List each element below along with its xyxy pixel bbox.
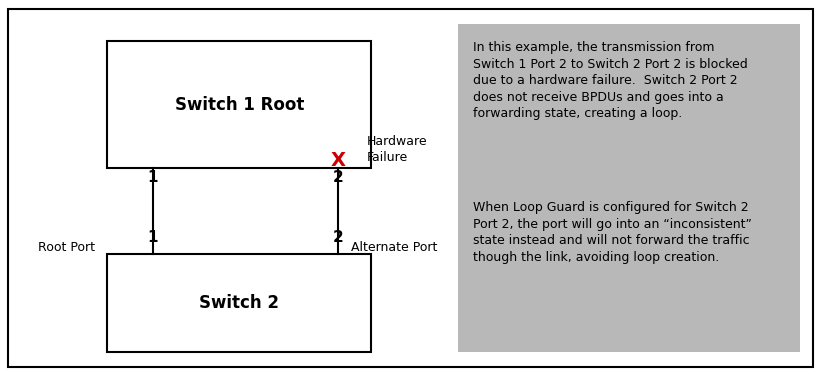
Text: Switch 1 Root: Switch 1 Root: [175, 96, 304, 114]
Text: X: X: [331, 151, 346, 170]
Bar: [107, 254, 371, 352]
Text: 1: 1: [148, 170, 158, 185]
Text: Alternate Port: Alternate Port: [351, 241, 437, 254]
Bar: [107, 41, 371, 168]
Text: Root Port: Root Port: [38, 241, 95, 254]
Text: 2: 2: [332, 170, 344, 185]
Text: 1: 1: [148, 230, 158, 245]
Text: Hardware
Failure: Hardware Failure: [367, 135, 427, 164]
Text: When Loop Guard is configured for Switch 2
Port 2, the port will go into an “inc: When Loop Guard is configured for Switch…: [473, 201, 752, 264]
Text: Switch 2: Switch 2: [200, 294, 279, 312]
Text: In this example, the transmission from
Switch 1 Port 2 to Switch 2 Port 2 is blo: In this example, the transmission from S…: [473, 41, 747, 120]
Text: 2: 2: [332, 230, 344, 245]
Bar: [458, 24, 800, 352]
